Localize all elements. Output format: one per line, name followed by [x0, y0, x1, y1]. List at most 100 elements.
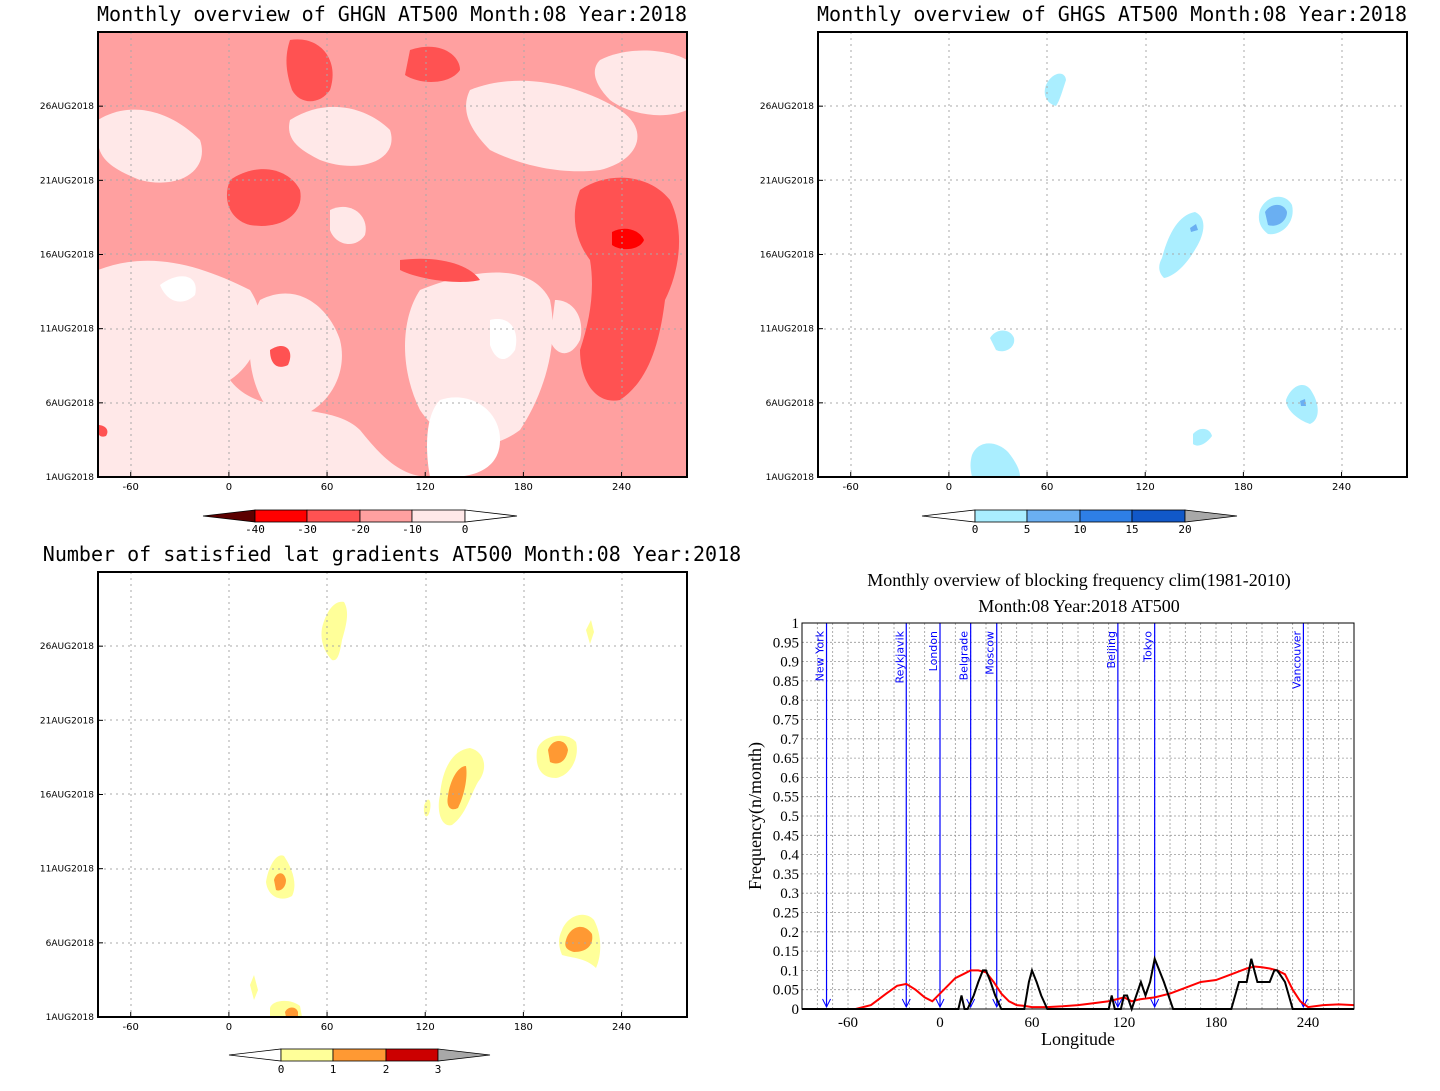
- y-tick-label: 0.95: [773, 635, 799, 651]
- colorbar-label: -30: [297, 523, 317, 536]
- city-label: Tokyo: [1142, 631, 1155, 663]
- y-tick-label: 11AUG2018: [40, 325, 94, 335]
- x-tick-label: 0: [226, 1022, 232, 1033]
- panel-latgrad-title: Number of satisfied lat gradients AT500 …: [43, 542, 741, 566]
- x-tick-label: 240: [612, 482, 631, 493]
- y-tick-label: 0.3: [780, 886, 799, 902]
- x-tick-label: 120: [1136, 482, 1155, 493]
- panel-ghgs-y-axis: 1AUG2018 6AUG2018 11AUG2018 16AUG2018 21AUG2…: [760, 102, 823, 483]
- y-tick-label: 0.4: [780, 848, 799, 864]
- y-tick-label: 0.9: [780, 655, 799, 671]
- panel-blocking: Monthly overview of blocking frequency c…: [745, 570, 1355, 1049]
- colorbar-label: 5: [1024, 523, 1031, 536]
- city-marker-arrow: [1113, 998, 1123, 1009]
- y-tick-label: 0.8: [780, 693, 799, 709]
- x-tick-label: 120: [1113, 1015, 1136, 1031]
- panel-blocking-ylabel: Frequency(n/month): [745, 742, 766, 890]
- y-tick-label: 16AUG2018: [760, 251, 814, 261]
- city-marker-arrow: [822, 998, 831, 1009]
- city-marker-arrow: [966, 998, 976, 1009]
- colorbar-label: 2: [383, 1063, 390, 1076]
- y-tick-label: 26AUG2018: [40, 102, 94, 112]
- city-label: London: [927, 631, 940, 671]
- y-tick-label: 0.45: [773, 828, 799, 844]
- panel-blocking-x-axis: -60 0 60 120 180 240: [838, 1015, 1319, 1031]
- colorbar-label: -10: [402, 523, 422, 536]
- x-tick-label: -60: [843, 482, 859, 493]
- y-tick-label: 0.65: [773, 751, 799, 767]
- panel-blocking-cities: New York Reykjavik London Belgrade Moscow Bei…: [814, 623, 1308, 1009]
- y-tick-label: 16AUG2018: [40, 791, 94, 801]
- colorbar-label: 20: [1178, 523, 1191, 536]
- series-line: [802, 965, 1355, 1010]
- y-tick-label: 6AUG2018: [46, 939, 95, 949]
- y-tick-label: 0.15: [773, 944, 799, 960]
- city-label: Reykjavik: [893, 630, 906, 683]
- x-tick-label: 180: [1234, 482, 1253, 493]
- x-tick-label: -60: [838, 1015, 858, 1031]
- y-tick-label: 6AUG2018: [46, 399, 95, 409]
- panel-blocking-title: Monthly overview of blocking frequency c…: [867, 570, 1290, 591]
- panel-blocking-frame: [801, 622, 1355, 1010]
- panel-ghgn-colorbar: -40 -30 -20 -10 0: [202, 509, 518, 536]
- y-tick-label: 0: [792, 1002, 800, 1018]
- y-tick-label: 0.1: [780, 963, 799, 979]
- y-tick-label: 0.35: [773, 867, 799, 883]
- panel-latgrad-field: [250, 601, 601, 1017]
- y-tick-label: 0.85: [773, 674, 799, 690]
- x-tick-label: 240: [1332, 482, 1351, 493]
- x-tick-label: 240: [1297, 1015, 1320, 1031]
- panel-ghgn-grid: [98, 32, 687, 477]
- colorbar-label: 0: [462, 523, 469, 536]
- colorbar-label: -40: [245, 523, 265, 536]
- panel-latgrad-y-axis: 1AUG2018 6AUG2018 11AUG2018 16AUG2018 21AUG2…: [40, 642, 103, 1023]
- panel-ghgn-x-axis: -60 0 60 120 180 240: [123, 472, 631, 493]
- city-label: New York: [814, 630, 827, 681]
- colorbar-label: 10: [1073, 523, 1086, 536]
- x-tick-label: 180: [514, 1022, 533, 1033]
- city-marker-arrow: [992, 998, 1002, 1009]
- x-tick-label: 60: [1025, 1015, 1040, 1031]
- panel-latgrad-colorbar: 0 1 2 3: [228, 1048, 491, 1076]
- x-tick-label: 240: [612, 1022, 631, 1033]
- y-tick-label: 26AUG2018: [760, 102, 814, 112]
- y-tick-label: 0.25: [773, 906, 799, 922]
- y-tick-label: 0.75: [773, 713, 799, 729]
- panel-ghgn-y-axis: 1AUG2018 6AUG2018 11AUG2018 16AUG2018 21AUG2…: [40, 102, 103, 483]
- panel-ghgn: Monthly overview of GHGN AT500 Month:08 …: [40, 2, 688, 536]
- y-tick-label: 11AUG2018: [760, 325, 814, 335]
- panel-ghgs-grid: [818, 32, 1407, 477]
- y-tick-label: 21AUG2018: [40, 716, 94, 726]
- y-tick-label: 0.5: [780, 809, 799, 825]
- panel-ghgs-title: Monthly overview of GHGS AT500 Month:08 …: [817, 2, 1407, 26]
- y-tick-label: 0.6: [780, 770, 799, 786]
- panel-ghgs-colorbar: 0 5 10 15 20: [921, 509, 1238, 536]
- y-tick-label: 6AUG2018: [766, 399, 815, 409]
- panel-latgrad-grid: [98, 572, 687, 1017]
- y-tick-label: 26AUG2018: [40, 642, 94, 652]
- y-tick-label: 11AUG2018: [40, 865, 94, 875]
- colorbar-label: 1: [330, 1063, 337, 1076]
- y-tick-label: 21AUG2018: [40, 176, 94, 186]
- x-tick-label: 60: [1041, 482, 1054, 493]
- city-label: Vancouver: [1290, 631, 1303, 689]
- y-tick-label: 1AUG2018: [766, 473, 815, 483]
- series-line: [802, 955, 1354, 1013]
- panel-ghgn-title: Monthly overview of GHGN AT500 Month:08 …: [97, 2, 687, 26]
- x-tick-label: -60: [123, 1022, 139, 1033]
- y-tick-label: 1AUG2018: [46, 473, 95, 483]
- y-tick-label: 0.7: [780, 732, 799, 748]
- panel-blocking-xlabel: Longitude: [1041, 1029, 1115, 1049]
- y-tick-label: 1: [792, 616, 800, 632]
- y-tick-label: 21AUG2018: [760, 176, 814, 186]
- panel-latgrad-x-axis: -60 0 60 120 180 240: [123, 1012, 631, 1033]
- x-tick-label: 120: [416, 482, 435, 493]
- x-tick-label: 180: [514, 482, 533, 493]
- y-tick-label: 0.55: [773, 790, 799, 806]
- colorbar-label: 3: [435, 1063, 442, 1076]
- panel-ghgs-field: [970, 73, 1318, 477]
- city-label: Beijing: [1105, 631, 1118, 668]
- colorbar-label: 0: [972, 523, 979, 536]
- city-marker-arrow: [1150, 998, 1160, 1009]
